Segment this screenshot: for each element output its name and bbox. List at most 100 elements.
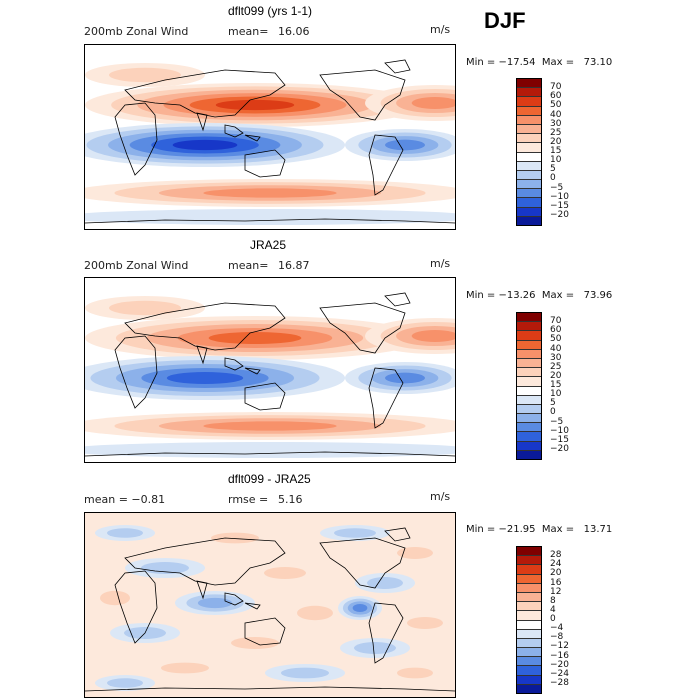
colorbar-swatch <box>517 629 541 639</box>
colorbar-tick-label: 20 <box>550 370 562 381</box>
tropical-easterlies <box>172 139 238 151</box>
season-label: DJF <box>484 8 526 33</box>
colorbar-swatch <box>517 115 541 125</box>
colorbar-tick-label: 70 <box>550 82 562 93</box>
colorbar-tick-label: 28 <box>550 550 562 561</box>
colorbar-tick-label: −15 <box>550 434 569 445</box>
colorbar-tick-label: 60 <box>550 91 562 102</box>
colorbar-swatch <box>517 106 541 116</box>
colorbar-swatch <box>517 207 541 217</box>
panel-2-units: m/s <box>430 257 451 270</box>
panel-2-minmax: Min = −13.26 Max = 73.96 <box>466 290 613 301</box>
colorbar-swatch <box>517 170 541 181</box>
panel-2-stat-label: mean= <box>228 259 269 272</box>
coastline-segment <box>384 59 411 74</box>
colorbar-swatch <box>517 592 541 603</box>
panel-1-units: m/s <box>430 23 451 36</box>
coastline-segment <box>124 537 286 586</box>
colorbar-tick-label: 20 <box>550 568 562 579</box>
colorbar-swatch <box>517 313 541 323</box>
colorbar-tick-label: 15 <box>550 146 562 156</box>
difference-contour <box>100 590 130 606</box>
colorbar-swatch <box>517 414 541 424</box>
colorbar-swatch <box>517 657 541 667</box>
colorbar-tick-label: −20 <box>550 659 569 670</box>
colorbar-swatch <box>517 602 541 612</box>
coastline-segment <box>368 602 404 664</box>
colorbar-tick-label: 24 <box>550 559 562 570</box>
panel-1-variable: 200mb Zonal Wind <box>84 25 189 38</box>
nh-jet <box>208 332 302 344</box>
coastline-segment <box>244 382 286 411</box>
colorbar-swatch <box>517 331 541 341</box>
coastline-segment <box>319 537 406 589</box>
colorbar-swatch <box>517 441 541 451</box>
colorbar-tick-label: 30 <box>550 352 562 363</box>
panel-3-colorbar <box>516 546 542 694</box>
coastline-segment <box>196 580 208 600</box>
colorbar-swatch <box>517 322 541 332</box>
colorbar-swatch <box>517 134 541 144</box>
colorbar-swatch <box>517 340 541 350</box>
difference-contour <box>107 678 143 688</box>
coastline-segment <box>124 69 286 118</box>
colorbar-tick-label: −8 <box>550 632 564 643</box>
colorbar-swatch <box>517 583 541 593</box>
panel-1-stat-label: mean= <box>228 25 269 38</box>
difference-contour <box>407 617 443 629</box>
panel-1-map <box>84 44 456 230</box>
colorbar-swatch <box>517 648 541 658</box>
colorbar-tick-label: 30 <box>550 118 562 129</box>
colorbar-tick-label: 25 <box>550 361 562 372</box>
colorbar-swatch <box>517 611 541 621</box>
difference-contour <box>161 662 209 674</box>
panel-1-minmax: Min = −17.54 Max = 73.10 <box>466 57 613 68</box>
panel-3-mean: mean = −0.81 <box>84 493 166 506</box>
panel-3-stat-value: 5.16 <box>278 493 303 506</box>
colorbar-swatch <box>517 638 541 649</box>
colorbar-tick-label: 12 <box>550 586 562 597</box>
coastline-segment <box>384 527 411 542</box>
sh-polar-band <box>85 209 455 225</box>
colorbar-tick-label: 25 <box>550 127 562 138</box>
colorbar-tick-label: 15 <box>550 380 562 390</box>
difference-contour <box>107 528 143 538</box>
colorbar-swatch <box>517 377 541 387</box>
colorbar-tick-label: 0 <box>550 407 556 418</box>
colorbar-swatch <box>517 547 541 557</box>
difference-contour <box>397 547 433 559</box>
colorbar-tick-label: −16 <box>550 650 569 661</box>
colorbar-tick-label: 70 <box>550 316 562 327</box>
panel-1-colorbar <box>516 78 542 226</box>
panel-3-title: dflt099 - JRA25 <box>228 472 311 486</box>
colorbar-tick-label: −4 <box>550 623 564 634</box>
panel-3-field <box>85 513 455 697</box>
colorbar-swatch <box>517 620 541 630</box>
nh-jet-atlantic <box>411 97 455 109</box>
coastline-segment <box>224 124 261 142</box>
colorbar-swatch <box>517 97 541 107</box>
colorbar-swatch <box>517 666 541 676</box>
colorbar-tick-label: 4 <box>550 604 556 615</box>
panel-2-variable: 200mb Zonal Wind <box>84 259 189 272</box>
colorbar-swatch <box>517 88 541 98</box>
nh-arctic-band <box>109 67 181 83</box>
colorbar-tick-label: 50 <box>550 100 562 111</box>
coastlines <box>85 292 455 457</box>
tropical-easterlies <box>166 372 244 384</box>
difference-contour <box>397 667 433 679</box>
panel-2-title: JRA25 <box>250 238 287 252</box>
colorbar-swatch <box>517 395 541 405</box>
coastline-segment <box>85 451 455 457</box>
colorbar-tick-label: −20 <box>550 443 569 454</box>
colorbar-tick-label: −10 <box>550 191 569 202</box>
colorbar-tick-label: 60 <box>550 325 562 336</box>
panel-3-minmax: Min = −21.95 Max = 13.71 <box>466 524 613 535</box>
difference-contour <box>334 528 376 538</box>
coastline-segment <box>384 292 411 307</box>
colorbar-swatch <box>517 152 541 162</box>
sh-polar-band <box>85 442 455 458</box>
colorbar-tick-label: 0 <box>550 614 556 624</box>
colorbar-tick-label: 50 <box>550 334 562 345</box>
colorbar-tick-label: −28 <box>550 677 569 688</box>
